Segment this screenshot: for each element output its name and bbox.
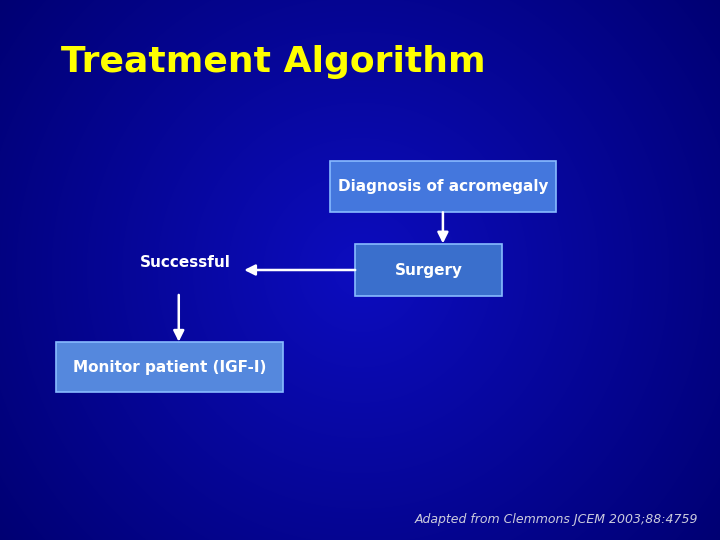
FancyBboxPatch shape — [56, 342, 283, 392]
Text: Adapted from Clemmons JCEM 2003;88:4759: Adapted from Clemmons JCEM 2003;88:4759 — [415, 514, 698, 526]
Text: Successful: Successful — [140, 255, 230, 270]
FancyBboxPatch shape — [355, 244, 503, 296]
Text: Diagnosis of acromegaly: Diagnosis of acromegaly — [338, 179, 548, 194]
Text: Surgery: Surgery — [395, 262, 462, 278]
Text: Treatment Algorithm: Treatment Algorithm — [61, 45, 486, 79]
FancyBboxPatch shape — [330, 160, 557, 212]
Text: Monitor patient (IGF-I): Monitor patient (IGF-I) — [73, 360, 266, 375]
